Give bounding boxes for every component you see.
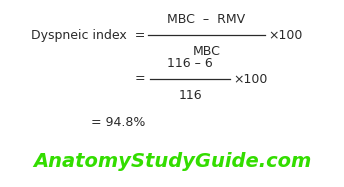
Text: 116 – 6: 116 – 6 — [167, 57, 213, 70]
Text: Dyspneic index  =: Dyspneic index = — [31, 28, 145, 42]
Text: MBC: MBC — [193, 45, 221, 58]
Text: MBC  –  RMV: MBC – RMV — [168, 13, 246, 26]
Text: 116: 116 — [178, 89, 202, 102]
Text: AnatomyStudyGuide.com: AnatomyStudyGuide.com — [33, 152, 311, 171]
Text: ×100: ×100 — [268, 28, 302, 42]
Text: ×100: ×100 — [233, 73, 267, 85]
Text: =: = — [135, 73, 145, 85]
Text: = 94.8%: = 94.8% — [90, 116, 145, 128]
